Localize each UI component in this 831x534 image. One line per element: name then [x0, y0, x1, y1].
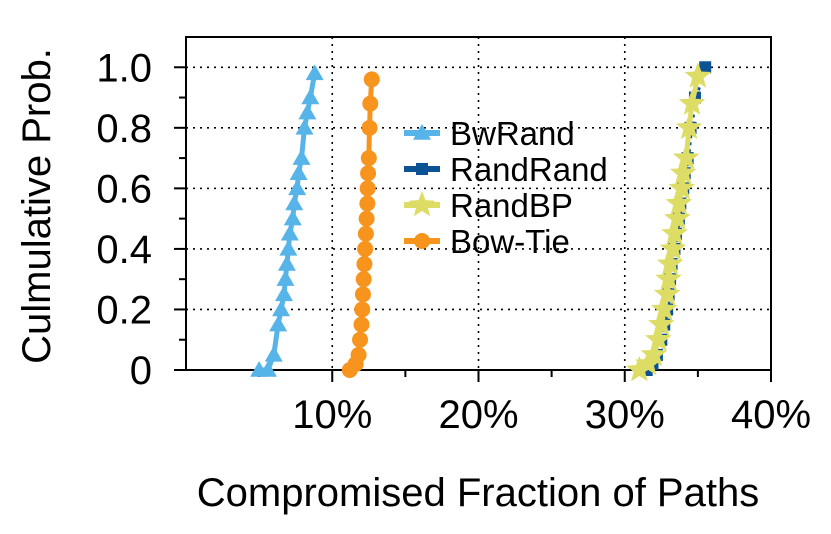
data-point-randbp — [665, 189, 693, 215]
data-point-bow-tie — [360, 150, 377, 167]
series-bwrand — [250, 64, 324, 377]
data-point-bow-tie — [357, 225, 374, 242]
data-point-bow-tie — [358, 210, 375, 227]
legend-item-bow-tie: Bow-Tie — [404, 223, 570, 260]
data-point-bow-tie — [356, 256, 373, 273]
x-tick-label: 30% — [585, 393, 665, 437]
data-point-bow-tie — [360, 165, 377, 182]
data-point-randbp — [659, 234, 687, 261]
data-point-randbp — [678, 89, 706, 115]
data-point-randbp — [684, 62, 712, 88]
data-point-randbp — [669, 159, 697, 185]
x-tick-label: 40% — [731, 393, 811, 437]
data-point-randbp — [645, 325, 672, 352]
series-bow-tie — [341, 71, 380, 378]
data-point-bwrand — [292, 149, 311, 165]
data-point-bwrand — [305, 64, 324, 81]
data-point-randbp — [626, 356, 653, 382]
data-point-bwrand — [269, 315, 288, 332]
data-point-bow-tie — [359, 180, 376, 197]
legend-label: BwRand — [450, 115, 575, 152]
data-point-randbp — [653, 280, 681, 306]
data-point-bow-tie — [362, 95, 379, 112]
data-point-bow-tie — [361, 119, 378, 136]
y-tick-label: 1.0 — [96, 46, 152, 90]
data-point-randbp — [661, 219, 688, 246]
data-point-randbp — [648, 310, 675, 336]
data-point-bwrand — [289, 164, 308, 180]
y-tick-label: 0.2 — [96, 288, 152, 332]
legend-marker — [413, 124, 431, 140]
legend-marker — [414, 233, 430, 249]
series-randbp — [626, 62, 712, 382]
data-point-bwrand — [258, 361, 277, 377]
data-point-bwrand — [279, 239, 298, 256]
data-point-bwrand — [283, 209, 302, 226]
data-point-bow-tie — [354, 301, 371, 318]
data-point-bwrand — [276, 270, 295, 286]
data-point-bow-tie — [350, 346, 367, 363]
data-point-bow-tie — [354, 286, 371, 303]
data-point-bwrand — [272, 300, 291, 317]
data-point-bow-tie — [359, 195, 376, 212]
data-point-randbp — [655, 265, 682, 291]
y-tick-label: 0 — [130, 349, 152, 393]
data-point-bow-tie — [357, 240, 374, 257]
data-point-randbp — [640, 340, 668, 367]
x-tick-label: 10% — [292, 393, 372, 437]
data-point-bwrand — [274, 285, 293, 302]
axis-ticks: 10% 20% 30% 40% 0 0.2 0.4 0.6 0.8 1.0 — [96, 46, 811, 437]
series-group — [250, 61, 712, 382]
data-point-randbp — [668, 174, 696, 200]
data-point-bwrand — [288, 179, 307, 196]
legend-label: Bow-Tie — [450, 223, 570, 260]
y-tick-label: 0.6 — [96, 167, 152, 211]
legend-label: RandBP — [450, 187, 573, 224]
x-axis-title: Compromised Fraction of Paths — [197, 471, 759, 515]
data-point-bow-tie — [352, 331, 369, 348]
legend-item-randbp: RandBP — [404, 187, 573, 224]
data-point-bwrand — [295, 118, 314, 135]
data-point-bwrand — [301, 88, 320, 105]
legend-item-randrand: RandRand — [404, 151, 608, 188]
data-point-bwrand — [285, 194, 304, 211]
data-point-randbp — [656, 250, 684, 276]
legend-item-bwrand: BwRand — [404, 115, 575, 152]
data-point-randrand — [699, 61, 712, 74]
legend-marker — [408, 191, 436, 217]
legend-marker — [416, 163, 428, 175]
data-point-bwrand — [298, 103, 317, 120]
data-point-bow-tie — [353, 316, 370, 333]
legend-label: RandRand — [450, 151, 608, 188]
y-tick-label: 0.4 — [96, 228, 152, 272]
data-point-randbp — [664, 204, 691, 230]
x-tick-label: 20% — [438, 393, 518, 437]
data-point-randbp — [650, 295, 678, 321]
data-point-bow-tie — [363, 71, 380, 88]
data-point-bow-tie — [355, 271, 372, 288]
data-point-bwrand — [277, 255, 296, 271]
y-axis-title: Culmulative Prob. — [15, 48, 59, 364]
data-point-bwrand — [264, 345, 283, 362]
data-point-randbp — [672, 144, 700, 170]
y-tick-label: 0.8 — [96, 107, 152, 151]
data-point-randbp — [675, 113, 703, 140]
data-point-bwrand — [280, 224, 299, 241]
